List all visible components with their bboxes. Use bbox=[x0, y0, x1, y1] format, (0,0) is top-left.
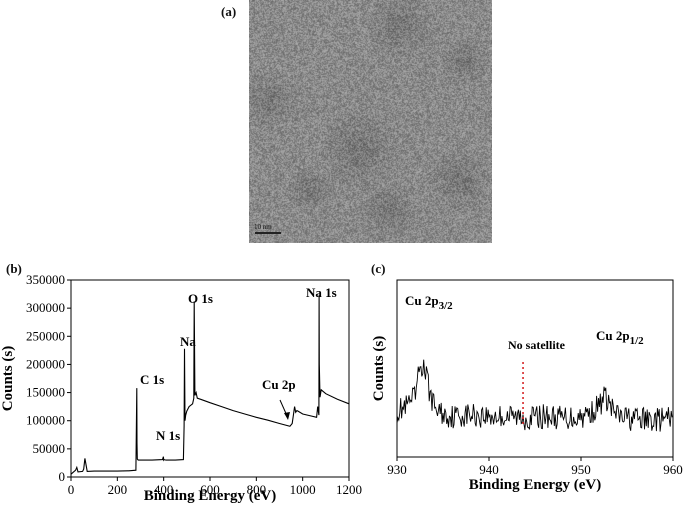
cu2p-arrowhead-b bbox=[284, 412, 290, 420]
peak-label-cu2p32-c: Cu 2p3/2 bbox=[405, 293, 453, 312]
peak-label-b: O 1s bbox=[188, 291, 213, 306]
tem-micrograph bbox=[249, 0, 492, 243]
x-tick-label-b: 600 bbox=[200, 482, 220, 497]
y-tick-label-b: 200000 bbox=[26, 356, 65, 371]
y-tick-label-b: 150000 bbox=[26, 385, 65, 400]
x-tick-label-c: 940 bbox=[479, 462, 499, 477]
y-axis-label-b: Counts (s) bbox=[0, 346, 16, 411]
peak-label-cu2p12-c: Cu 2p1/2 bbox=[596, 328, 644, 347]
y-tick-label-b: 350000 bbox=[26, 272, 65, 287]
x-tick-label-b: 0 bbox=[68, 482, 75, 497]
x-tick-label-c: 950 bbox=[571, 462, 591, 477]
peak-label-b: C 1s bbox=[140, 372, 164, 387]
no-satellite-label-c: No satellite bbox=[508, 338, 566, 352]
x-tick-label-b: 1000 bbox=[290, 482, 316, 497]
x-tick-label-b: 800 bbox=[247, 482, 267, 497]
y-tick-label-b: 300000 bbox=[26, 300, 65, 315]
peak-label-b: Na bbox=[180, 334, 196, 349]
x-tick-label-b: 200 bbox=[108, 482, 128, 497]
x-tick-label-c: 960 bbox=[663, 462, 683, 477]
y-tick-label-b: 0 bbox=[59, 469, 66, 484]
x-tick-label-b: 1200 bbox=[336, 482, 362, 497]
x-tick-label-c: 930 bbox=[387, 462, 407, 477]
panel-label-c: (c) bbox=[371, 261, 386, 276]
panel-label-a: (a) bbox=[221, 4, 237, 19]
plot-frame-b bbox=[70, 279, 350, 478]
y-tick-label-b: 50000 bbox=[33, 441, 66, 456]
plot-frame-c bbox=[396, 279, 674, 458]
y-tick-label-b: 250000 bbox=[26, 328, 65, 343]
series-line-c bbox=[396, 359, 673, 432]
x-axis-label-c: Binding Energy (eV) bbox=[469, 477, 602, 493]
peak-label-b: N 1s bbox=[156, 428, 180, 443]
y-tick-label-b: 100000 bbox=[26, 413, 65, 428]
series-line-b bbox=[70, 295, 350, 475]
peak-label-b: Cu 2p bbox=[262, 377, 296, 392]
tem-scale-bar bbox=[255, 232, 281, 234]
x-axis-label-b: Binding Energy (eV) bbox=[144, 488, 277, 504]
x-tick-label-b: 400 bbox=[154, 482, 174, 497]
panel-label-b: (b) bbox=[6, 261, 22, 276]
tem-scale-label: 10 nm bbox=[254, 223, 272, 231]
y-axis-label-c: Counts (s) bbox=[371, 336, 387, 401]
peak-label-b: Na 1s bbox=[306, 285, 337, 300]
